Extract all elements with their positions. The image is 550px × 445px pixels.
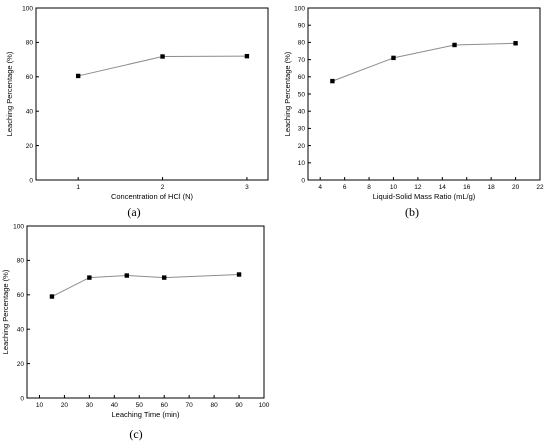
y-tick-label: 100 (13, 223, 24, 230)
data-point (162, 275, 167, 280)
y-tick-label: 70 (298, 57, 306, 64)
panel-label-b: (b) (405, 205, 419, 219)
y-axis-label: Leaching Percentage (%) (283, 51, 292, 136)
x-tick-label: 12 (414, 184, 422, 191)
data-point (160, 54, 165, 59)
y-tick-label: 0 (20, 395, 24, 402)
data-point (87, 275, 92, 280)
x-tick-label: 22 (536, 184, 544, 191)
y-tick-label: 80 (26, 40, 34, 47)
x-tick-label: 30 (86, 402, 94, 409)
x-tick-label: 18 (488, 184, 496, 191)
x-tick-label: 4 (318, 184, 322, 191)
x-tick-label: 14 (439, 184, 447, 191)
y-tick-label: 20 (17, 361, 25, 368)
y-tick-label: 40 (26, 109, 34, 116)
y-tick-label: 20 (298, 143, 306, 150)
x-tick-label: 70 (186, 402, 194, 409)
x-tick-label: 16 (463, 184, 471, 191)
x-axis-label: Leaching Time (min) (112, 410, 180, 419)
chart-panel-b: 0 10 20 30 40 50 60 70 80 90 100 4 6 8 10 12 14 16 18 20 22 L… (283, 5, 544, 219)
series-line (78, 55, 247, 77)
chart-panel-a: 0 20 40 60 80 100 1 2 3 Concentration of HCl (N) L… (5, 5, 269, 219)
x-tick-label: 3 (245, 184, 249, 191)
panel-label-a: (a) (127, 205, 140, 219)
data-point (244, 53, 250, 59)
x-tick-label: 8 (367, 184, 371, 191)
x-tick-label: 60 (161, 402, 169, 409)
y-tick-label: 20 (26, 143, 34, 150)
y-tick-label: 40 (298, 109, 306, 116)
y-tick-label: 0 (29, 177, 33, 184)
x-tick-label: 50 (136, 402, 144, 409)
data-point (330, 78, 335, 84)
x-tick-label: 6 (343, 184, 347, 191)
y-tick-label: 10 (298, 160, 306, 167)
data-point (49, 294, 55, 299)
y-tick-label: 100 (22, 5, 33, 12)
x-tick-label: 100 (259, 402, 270, 409)
y-tick-label: 50 (298, 91, 306, 98)
y-tick-label: 40 (17, 327, 25, 334)
y-axis-label: Leaching Percentage (%) (1, 269, 10, 354)
data-point (452, 42, 457, 48)
plot-frame (35, 7, 269, 181)
y-tick-label: 100 (294, 5, 305, 12)
data-point (391, 55, 396, 61)
plot-frame (26, 225, 265, 399)
y-axis-label: Leaching Percentage (%) (5, 51, 14, 136)
x-tick-label: 10 (390, 184, 398, 191)
data-point (75, 73, 81, 79)
chart-panel-c: 0 20 40 60 80 100 10 20 30 40 50 60 70 80 90 100 Leachin… (1, 223, 270, 441)
x-tick-label: 20 (512, 184, 520, 191)
y-tick-label: 60 (26, 74, 34, 81)
x-tick-label: 80 (210, 402, 218, 409)
panel-label-c: (c) (129, 427, 142, 441)
y-tick-label: 30 (298, 126, 306, 133)
data-point (236, 272, 242, 277)
y-tick-label: 90 (298, 23, 306, 30)
data-point (513, 41, 518, 46)
y-tick-label: 60 (298, 74, 306, 81)
y-tick-label: 60 (17, 292, 25, 299)
series-line (332, 42, 516, 82)
x-tick-label: 40 (111, 402, 119, 409)
x-tick-label: 1 (76, 184, 80, 191)
x-axis-label: Liquid-Solid Mass Ratio (mL/g) (373, 192, 476, 201)
x-axis-label: Concentration of HCl (N) (111, 192, 194, 201)
x-tick-label: 90 (235, 402, 243, 409)
series-line (51, 274, 240, 297)
y-tick-label: 0 (301, 177, 305, 184)
x-tick-label: 2 (161, 184, 165, 191)
plot-frame (307, 7, 541, 181)
y-tick-label: 80 (17, 258, 25, 265)
data-point (124, 273, 129, 278)
y-tick-label: 80 (298, 40, 306, 47)
x-tick-label: 10 (36, 402, 44, 409)
x-tick-label: 20 (61, 402, 69, 409)
